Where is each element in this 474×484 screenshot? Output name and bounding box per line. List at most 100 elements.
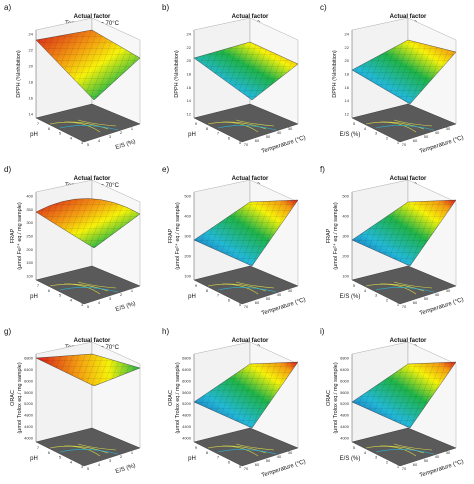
z-axis-label: FRAP(μmol Fe²⁺ eq./ mg sample) <box>168 202 181 270</box>
y-tick-label: 70 <box>402 466 407 471</box>
floor-contours <box>207 119 277 133</box>
z-tick-label: 5600 <box>340 390 350 395</box>
x-tick-label: 2 <box>386 459 389 464</box>
z-tick-label: 4800 <box>24 413 34 418</box>
z-tick-label: 400 <box>26 194 33 199</box>
z-axis-label-line: (μmol Fe²⁺ eq./ mg sample) <box>332 202 339 270</box>
x-axis-label: pH <box>188 132 196 138</box>
x-tick-label: 6 <box>48 288 51 293</box>
panel-i: i)Actual factorpH = 84000440048005200560… <box>320 327 465 479</box>
y-tick-label: 70 <box>244 466 249 471</box>
floor-plane <box>351 103 457 143</box>
y-axis-label: E/S (%) <box>115 463 137 475</box>
y-tick-label: 2 <box>120 130 123 135</box>
contour-line <box>221 445 267 454</box>
z-tick-label: 22 <box>29 48 34 53</box>
actual-factor-header: Actual factor <box>74 338 111 344</box>
z-tick-label: 16 <box>345 85 350 90</box>
z-axis-label-line: ORAC <box>326 390 332 406</box>
y-tick-label: 1 <box>131 126 134 131</box>
contour-line <box>63 445 109 454</box>
floor-contours <box>365 119 435 133</box>
contour-line <box>365 121 417 133</box>
contour-line <box>207 283 259 295</box>
y-tick-label: 50 <box>266 296 271 301</box>
x-tick-label: 6 <box>228 297 231 302</box>
floor-contours <box>207 281 277 295</box>
contour-line <box>393 443 433 451</box>
z-tick-label: 200 <box>342 254 349 259</box>
y-tick-label: 70 <box>244 142 249 147</box>
z-tick-label: 5200 <box>340 401 350 406</box>
y-tick-label: 70 <box>402 304 407 309</box>
z-tick-label: 6000 <box>340 378 350 383</box>
x-tick-label: 5 <box>239 302 242 307</box>
panel-letter: f) <box>320 165 325 174</box>
floor-plane <box>193 427 299 467</box>
x-tick-label: 3 <box>81 140 84 145</box>
z-tick-label: 4400 <box>340 424 350 429</box>
z-tick-label: 100 <box>342 274 349 279</box>
y-tick-label: 5 <box>87 304 90 309</box>
x-tick-label: 5 <box>353 445 356 450</box>
z-tick-label: 6800 <box>182 356 192 361</box>
y-tick-label: 40 <box>435 454 440 459</box>
z-tick-label: 20 <box>187 58 192 63</box>
x-axis-label: pH <box>188 456 196 462</box>
x-axis-label: E/S (%) <box>340 132 361 138</box>
z-tick-label: 6400 <box>24 367 34 372</box>
actual-factor-header: Actual factor <box>390 176 427 182</box>
z-tick-label: 200 <box>26 247 33 252</box>
z-axis-label-line: ORAC <box>168 390 174 406</box>
z-tick-label: 100 <box>184 274 191 279</box>
y-axis-label: E/S (%) <box>115 139 137 151</box>
y-tick-label: 2 <box>120 454 123 459</box>
x-tick-label: 6 <box>48 450 51 455</box>
z-tick-label: 6400 <box>340 367 350 372</box>
y-tick-label: 1 <box>131 288 134 293</box>
y-tick-label: 5 <box>87 142 90 147</box>
y-tick-label: 60 <box>413 138 418 143</box>
z-tick-label: 24 <box>29 32 34 37</box>
x-tick-label: 7 <box>217 455 220 460</box>
y-tick-label: 50 <box>266 134 271 139</box>
panel-f: f)Actual factorpH = 8100200300400500FRAP… <box>320 165 465 317</box>
surface-mesh <box>36 354 140 386</box>
z-axis-label-line: (μmol Trolox eq./ mg sample) <box>17 362 23 433</box>
z-tick-label: 100 <box>26 274 33 279</box>
z-tick-label: 350 <box>26 207 33 212</box>
z-tick-label: 22 <box>187 45 192 50</box>
x-tick-label: 1 <box>397 140 400 145</box>
z-tick-label: 400 <box>342 214 349 219</box>
x-tick-label: 2 <box>386 135 389 140</box>
contour-line <box>63 121 109 130</box>
x-tick-label: 5 <box>59 293 62 298</box>
z-tick-label: 14 <box>345 98 350 103</box>
x-tick-label: 4 <box>70 459 73 464</box>
actual-factor-header: Actual factor <box>390 14 427 20</box>
z-tick-label: 300 <box>342 234 349 239</box>
z-tick-label: 4400 <box>24 424 34 429</box>
z-axis-label-line: (μmol Fe²⁺ eq./ mg sample) <box>16 202 23 270</box>
panel-letter: c) <box>320 3 327 12</box>
y-tick-label: 40 <box>277 454 282 459</box>
x-tick-label: 5 <box>353 121 356 126</box>
x-tick-label: 5 <box>239 464 242 469</box>
surface-mesh <box>352 40 456 104</box>
y-tick-label: 30 <box>288 126 293 131</box>
z-tick-label: 400 <box>184 214 191 219</box>
panel-b: b)Actual factorE/S = 212141618202224DPPH… <box>162 3 307 155</box>
x-tick-label: 3 <box>81 464 84 469</box>
z-axis-label-line: DPPH (%Inhibition) <box>332 50 338 98</box>
actual-factor-header: Actual factor <box>74 176 111 182</box>
contour-line <box>59 287 119 293</box>
z-tick-label: 4000 <box>182 436 192 441</box>
x-tick-label: 6 <box>48 126 51 131</box>
z-axis-label: ORAC(μmol Trolox eq./ mg sample) <box>326 362 339 433</box>
z-tick-label: 12 <box>345 112 350 117</box>
y-tick-label: 70 <box>244 304 249 309</box>
z-tick-label: 24 <box>345 32 350 37</box>
x-tick-label: 6 <box>228 459 231 464</box>
z-tick-label: 250 <box>26 234 33 239</box>
